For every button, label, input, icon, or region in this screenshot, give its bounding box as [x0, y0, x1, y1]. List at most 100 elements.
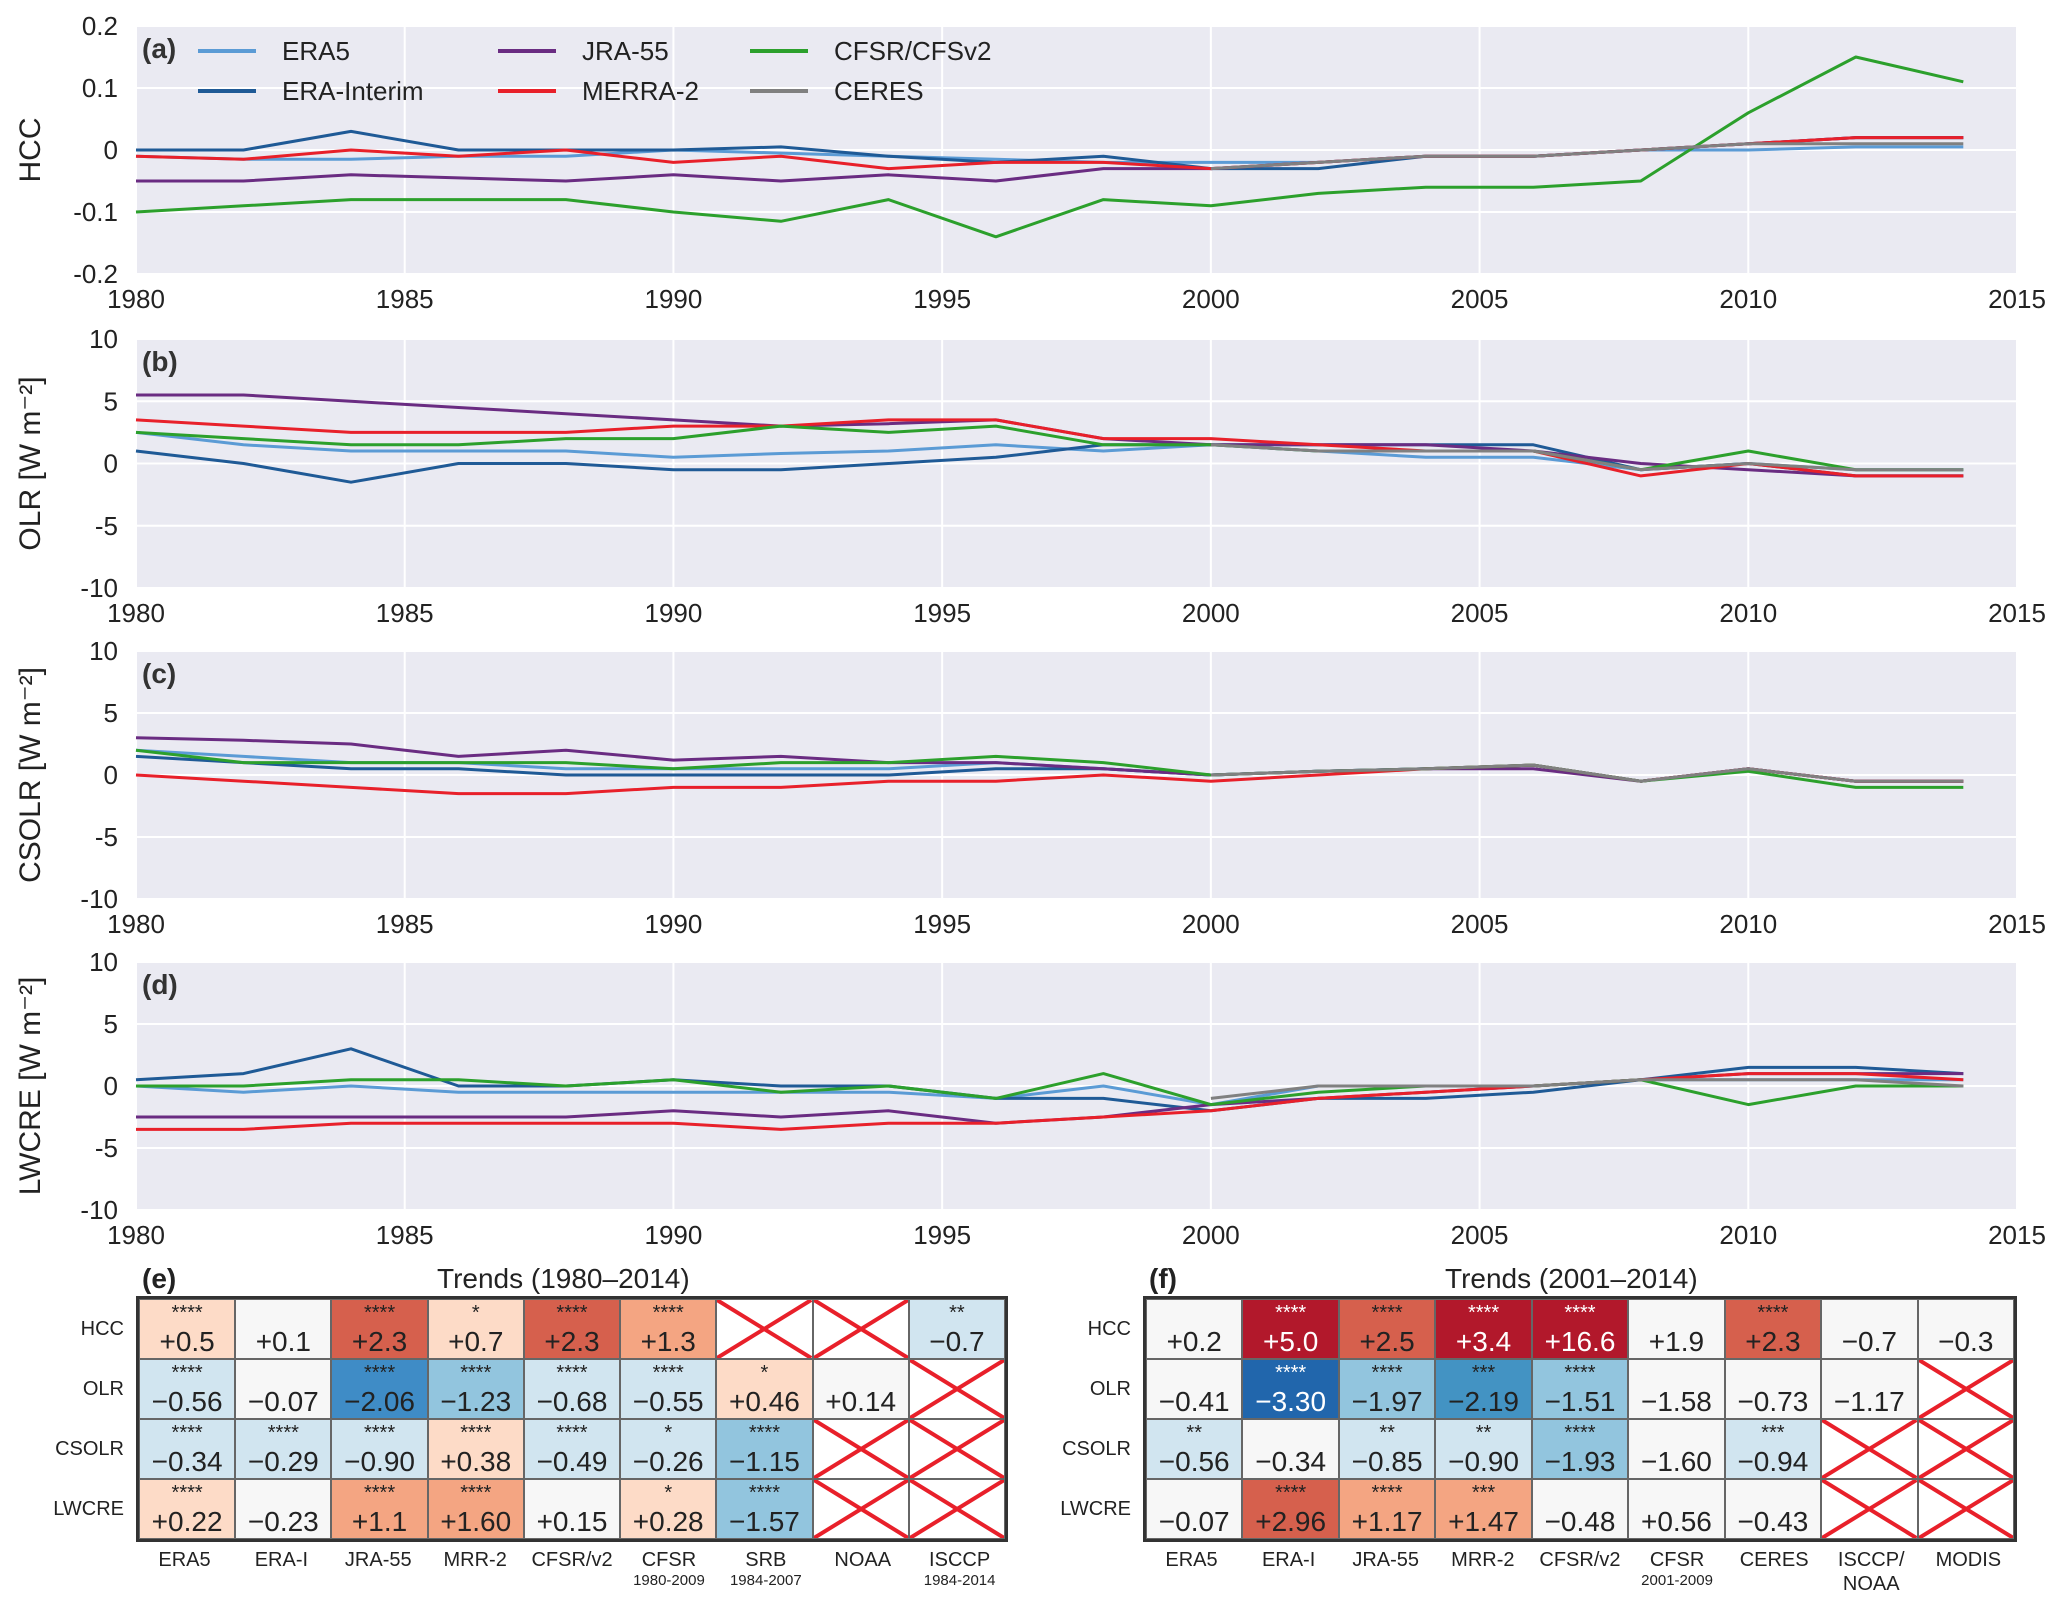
- table-cell: ** −0.7: [908, 1299, 1005, 1359]
- column-label: ISCCP 1984-2014: [911, 1548, 1008, 1590]
- trend-value: +0.56: [1641, 1505, 1712, 1537]
- not-available-cross-icon: [814, 1300, 908, 1358]
- significance-stars: ****: [1564, 1421, 1596, 1444]
- table-cell: **** −0.34: [139, 1419, 236, 1479]
- table-cell: **** −0.49: [523, 1419, 621, 1479]
- y-tick-label: 10: [89, 636, 118, 666]
- x-tick-label: 1995: [913, 909, 971, 939]
- table-cell: −1.58: [1628, 1359, 1725, 1419]
- column-name: CFSR: [641, 1549, 697, 1571]
- trend-value: +1.60: [440, 1505, 512, 1537]
- significance-stars: ****: [1275, 1481, 1307, 1504]
- significance-stars: ****: [363, 1421, 396, 1444]
- column-name-line2: NOAA: [1842, 1573, 1900, 1595]
- column-label: ISCCP/NOAA: [1823, 1548, 1920, 1596]
- column-name: ERA5: [158, 1549, 211, 1571]
- trend-value: −1.58: [1641, 1385, 1712, 1417]
- column-name: MODIS: [1935, 1549, 2002, 1571]
- x-tick-label: 1990: [645, 598, 703, 628]
- significance-stars: **: [1475, 1421, 1492, 1444]
- table-panel-label: (f): [1149, 1263, 1177, 1294]
- x-tick-label: 1980: [107, 598, 165, 628]
- table-cell: **** +0.38: [427, 1419, 524, 1479]
- not-available-cross-icon: [814, 1480, 908, 1538]
- y-tick-label: 0: [104, 135, 118, 165]
- not-available-cross-icon: [910, 1420, 1004, 1478]
- significance-stars: *: [664, 1421, 673, 1444]
- table-cell: **** +5.0: [1242, 1299, 1339, 1359]
- column-label: CFSR/v2: [1531, 1548, 1628, 1572]
- trend-value: −0.7: [1841, 1325, 1897, 1357]
- significance-stars: *: [471, 1301, 480, 1324]
- significance-stars: *: [760, 1361, 769, 1384]
- x-tick-label: 2010: [1719, 1220, 1777, 1250]
- table-cell: **** +3.4: [1435, 1299, 1532, 1359]
- trend-value: −0.34: [1255, 1445, 1327, 1477]
- column-name: SRB: [745, 1549, 787, 1571]
- significance-stars: ****: [652, 1361, 684, 1384]
- column-label: MRR-2: [1434, 1548, 1531, 1572]
- y-tick-label: -10: [80, 884, 118, 914]
- table-cell: **** −1.23: [427, 1359, 524, 1419]
- trend-value: −0.90: [344, 1445, 415, 1477]
- trend-value: −0.68: [536, 1385, 608, 1417]
- trend-value: +0.1: [255, 1325, 311, 1357]
- y-tick-label: 0.1: [82, 73, 118, 103]
- table-cell: [1917, 1359, 2014, 1419]
- x-tick-label: 1985: [376, 598, 434, 628]
- table-cell: **** +2.3: [331, 1299, 428, 1359]
- table-cell: +0.14: [812, 1359, 909, 1419]
- x-tick-label: 2005: [1451, 909, 1509, 939]
- x-tick-label: 2000: [1182, 598, 1240, 628]
- trend-value: −1.17: [1833, 1385, 1905, 1417]
- table-cell: **** +2.5: [1338, 1299, 1436, 1359]
- table-cell: * +0.28: [620, 1479, 717, 1539]
- table-cell: −0.48: [1531, 1479, 1629, 1539]
- not-available-cross-icon: [1919, 1420, 2013, 1478]
- series-line-ceres: [1210, 443, 1964, 472]
- series-line-cfsr-cfsv2: [135, 55, 1964, 239]
- table-cell: −0.7: [1821, 1299, 1918, 1359]
- table-cell: −0.3: [1917, 1299, 2014, 1359]
- panel-c: 1980 1985 1990 1995 2000 2005 2010 2015 10 5 0 -5 -1…: [14, 636, 2046, 939]
- significance-stars: ****: [267, 1421, 299, 1444]
- table-cell: **** +2.96: [1242, 1479, 1339, 1539]
- trend-value: +0.15: [536, 1505, 608, 1537]
- trend-value: −1.57: [729, 1505, 800, 1537]
- trend-value: −0.90: [1448, 1445, 1519, 1477]
- significance-stars: ****: [652, 1301, 684, 1324]
- trend-value: +0.28: [632, 1505, 704, 1537]
- trend-value: +2.3: [1745, 1325, 1801, 1357]
- column-name: ISCCP: [929, 1549, 991, 1571]
- y-tick-label: -5: [95, 822, 118, 852]
- panel-a: 1980 1985 1990 1995 2000 2005 2010 2015 0.2 0.1 0 -…: [14, 11, 2046, 314]
- trend-value: +2.3: [351, 1325, 408, 1357]
- trend-value: −1.23: [440, 1385, 512, 1417]
- x-tick-label: 2015: [1988, 1220, 2046, 1250]
- trend-value: −0.07: [247, 1385, 319, 1417]
- y-tick-label: -10: [80, 573, 118, 603]
- column-name: MRR-2: [443, 1549, 507, 1571]
- table-cell: **** +1.3: [620, 1299, 717, 1359]
- x-tick-label: 2005: [1451, 284, 1509, 314]
- column-label: JRA-55: [1337, 1548, 1434, 1572]
- not-available-cross-icon: [910, 1480, 1004, 1538]
- trend-value: −2.06: [344, 1385, 415, 1417]
- x-tick-label: 2010: [1719, 598, 1777, 628]
- trend-value: −0.48: [1544, 1505, 1616, 1537]
- x-tick-label: 1990: [645, 1220, 703, 1250]
- table-cell: −0.07: [1146, 1479, 1243, 1539]
- significance-stars: ****: [556, 1421, 588, 1444]
- panel-label: (b): [142, 346, 178, 377]
- column-label: ERA-I: [233, 1548, 330, 1572]
- y-tick-label: 5: [104, 1009, 118, 1039]
- significance-stars: **: [1379, 1421, 1395, 1444]
- column-label: CFSR 2001-2009: [1629, 1548, 1726, 1590]
- significance-stars: ****: [171, 1481, 203, 1504]
- y-tick-label: 10: [89, 324, 118, 354]
- trend-table: **** +0.5 +0.1 **** +2.3 * +0.7 **** +2.3 **** +1.…: [136, 1296, 1008, 1542]
- not-available-cross-icon: [717, 1300, 811, 1358]
- trend-value: +0.22: [151, 1505, 223, 1537]
- significance-stars: ****: [171, 1361, 203, 1384]
